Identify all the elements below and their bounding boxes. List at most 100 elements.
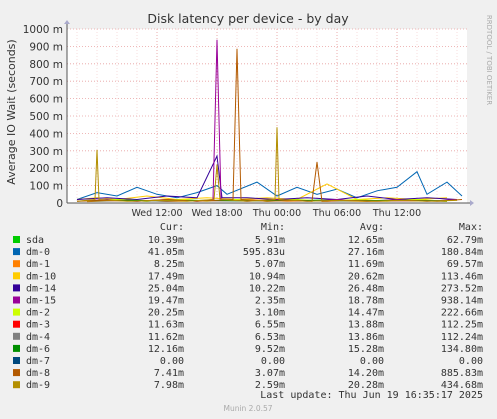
legend-value-min: 5.91m	[255, 235, 285, 246]
legend-value-cur: 25.04m	[148, 283, 184, 294]
legend-series-name: dm-14	[26, 283, 56, 294]
legend-swatch	[13, 236, 20, 243]
legend-value-min: 10.94m	[249, 271, 285, 282]
x-tick-label: Thu 06:00	[312, 208, 361, 219]
legend-value-min: 3.07m	[255, 368, 285, 379]
legend-value-avg: 18.78m	[348, 296, 384, 307]
legend-value-max: 434.68m	[441, 380, 483, 391]
series-line-dm-14	[76, 154, 458, 201]
y-axis-label: Average IO Wait (seconds)	[5, 39, 18, 184]
legend-value-avg: 12.65m	[348, 235, 384, 246]
legend-swatch	[13, 284, 20, 292]
last-update-text: Last update: Thu Jun 19 16:35:17 2025	[260, 390, 483, 401]
legend-value-min: 5.07m	[255, 259, 285, 270]
x-tick-label: Wed 18:00	[191, 208, 242, 219]
chart-title: Disk latency per device - by day	[147, 11, 349, 26]
legend-swatch	[13, 296, 20, 304]
y-tick-label: 300 m	[29, 146, 63, 158]
legend-series-name: dm-2	[26, 308, 50, 319]
legend-value-cur: 41.05m	[148, 247, 184, 258]
y-tick-label: 600 m	[29, 94, 63, 106]
legend-value-min: 9.52m	[255, 344, 285, 355]
legend-value-max: 62.79m	[447, 235, 483, 246]
legend-value-min: 595.83u	[243, 247, 285, 258]
legend-value-max: 273.52m	[441, 283, 483, 294]
series-line-dm-0	[76, 170, 463, 200]
legend-swatch	[13, 369, 20, 377]
legend-swatch	[13, 332, 20, 340]
legend: Cur: Min: Avg: Max: sda 10.39m 5.91m 12.65m 62.7…	[13, 222, 483, 391]
y-axis-arrow	[64, 20, 70, 24]
legend-swatch	[13, 320, 20, 328]
legend-series-name: dm-10	[26, 271, 56, 282]
legend-swatch	[13, 357, 20, 364]
legend-value-max: 222.66m	[441, 308, 483, 319]
y-tick-label: 200 m	[29, 163, 63, 175]
y-tick-label: 900 m	[29, 41, 63, 53]
legend-header-avg: Avg:	[360, 222, 384, 233]
legend-value-max: 134.80m	[441, 344, 483, 355]
legend-value-avg: 20.28m	[348, 380, 384, 391]
legend-value-max: 112.25m	[441, 320, 483, 331]
legend-series-name: dm-3	[26, 320, 50, 331]
legend-header-cur: Cur:	[160, 222, 184, 233]
legend-value-avg: 14.47m	[348, 308, 384, 319]
legend-swatch	[13, 308, 20, 316]
legend-swatch	[13, 248, 20, 256]
legend-value-min: 6.53m	[255, 332, 285, 343]
legend-value-avg: 14.20m	[348, 368, 384, 379]
y-tick-label: 100 m	[29, 181, 63, 193]
legend-value-cur: 11.63m	[148, 320, 184, 331]
legend-value-max: 113.46m	[441, 271, 483, 282]
legend-value-min: 2.35m	[255, 296, 285, 307]
legend-value-min: 0.00	[261, 356, 285, 367]
legend-value-avg: 15.28m	[348, 344, 384, 355]
x-axis-arrow	[470, 200, 474, 206]
legend-header-max: Max:	[459, 222, 483, 233]
legend-value-max: 69.57m	[447, 259, 483, 270]
axes: 0 100 m 200 m 300 m 400 m 500 m 600 m 700 m 800 …	[23, 20, 474, 219]
legend-series-name: dm-8	[26, 368, 50, 379]
legend-swatch	[13, 344, 20, 352]
legend-value-min: 10.22m	[249, 283, 285, 294]
legend-value-avg: 11.69m	[348, 259, 384, 270]
legend-header-min: Min:	[261, 222, 285, 233]
y-tick-label: 800 m	[29, 59, 63, 71]
legend-value-avg: 26.48m	[348, 283, 384, 294]
series-line-dm-9	[76, 127, 458, 202]
legend-swatch	[13, 260, 20, 268]
legend-value-cur: 19.47m	[148, 296, 184, 307]
y-tick-label: 1000 m	[23, 24, 63, 36]
legend-value-avg: 27.16m	[348, 247, 384, 258]
legend-series-name: sda	[26, 235, 44, 246]
legend-value-max: 180.84m	[441, 247, 483, 258]
legend-series-name: dm-9	[26, 380, 50, 391]
legend-value-cur: 20.25m	[148, 308, 184, 319]
legend-value-cur: 11.62m	[148, 332, 184, 343]
x-tick-label: Wed 12:00	[131, 208, 182, 219]
legend-series-name: dm-15	[26, 296, 56, 307]
legend-value-cur: 12.16m	[148, 344, 184, 355]
legend-value-max: 938.14m	[441, 296, 483, 307]
legend-value-min: 3.10m	[255, 308, 285, 319]
legend-value-cur: 17.49m	[148, 271, 184, 282]
footer-version: Munin 2.0.57	[223, 404, 272, 413]
legend-value-max: 112.24m	[441, 332, 483, 343]
y-tick-label: 700 m	[29, 76, 63, 88]
legend-value-min: 6.55m	[255, 320, 285, 331]
legend-series-name: dm-7	[26, 356, 50, 367]
legend-series-name: dm-6	[26, 344, 50, 355]
legend-series-name: dm-4	[26, 332, 50, 343]
y-tick-label: 0	[56, 198, 63, 210]
legend-value-max: 885.83m	[441, 368, 483, 379]
legend-value-avg: 20.62m	[348, 271, 384, 282]
legend-series-name: dm-0	[26, 247, 50, 258]
y-tick-label: 400 m	[29, 128, 63, 140]
side-credit-label: RRDTOOL / TOBI OETIKER	[485, 15, 493, 105]
legend-value-cur: 0.00	[160, 356, 184, 367]
legend-swatch	[13, 272, 20, 280]
legend-value-cur: 8.25m	[154, 259, 184, 270]
legend-series-name: dm-1	[26, 259, 50, 270]
legend-value-cur: 7.98m	[154, 380, 184, 391]
